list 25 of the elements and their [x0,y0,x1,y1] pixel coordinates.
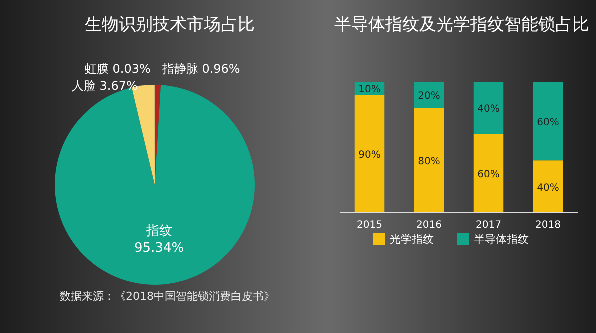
slice-label: 人脸 [72,79,96,93]
data-label: 90% [358,150,381,162]
data-label: 3.67% [100,79,138,93]
slice-label: 虹膜 [84,62,109,76]
data-label: 60% [478,170,500,181]
data-label: 10% [358,84,381,96]
data-label: 60% [537,117,560,128]
data-label: 0.03% [112,62,151,76]
x-tick-label: 2017 [476,220,502,231]
source-note: 数据来源：《2018中国智能锁消费白皮书》 [60,290,275,303]
data-label: 40% [478,104,500,116]
x-tick-label: 2018 [536,220,561,231]
slice-label: 指纹 [145,224,172,239]
data-label: 40% [537,182,560,194]
data-label: 80% [418,156,440,168]
data-label: 0.96% [202,62,240,76]
data-label: 95.34% [134,240,184,256]
legend-label: 半导体指纹 [474,233,529,246]
legend-label: 光学指纹 [390,233,434,246]
x-tick-label: 2015 [357,220,382,231]
chart-title: 生物识别技术市场占比 [85,15,255,35]
chart-title: 半导体指纹及光学指纹智能锁占比 [334,15,590,35]
slice-label: 指静脉 [162,62,198,76]
data-label: 20% [418,91,440,102]
x-tick-label: 2016 [416,220,442,231]
